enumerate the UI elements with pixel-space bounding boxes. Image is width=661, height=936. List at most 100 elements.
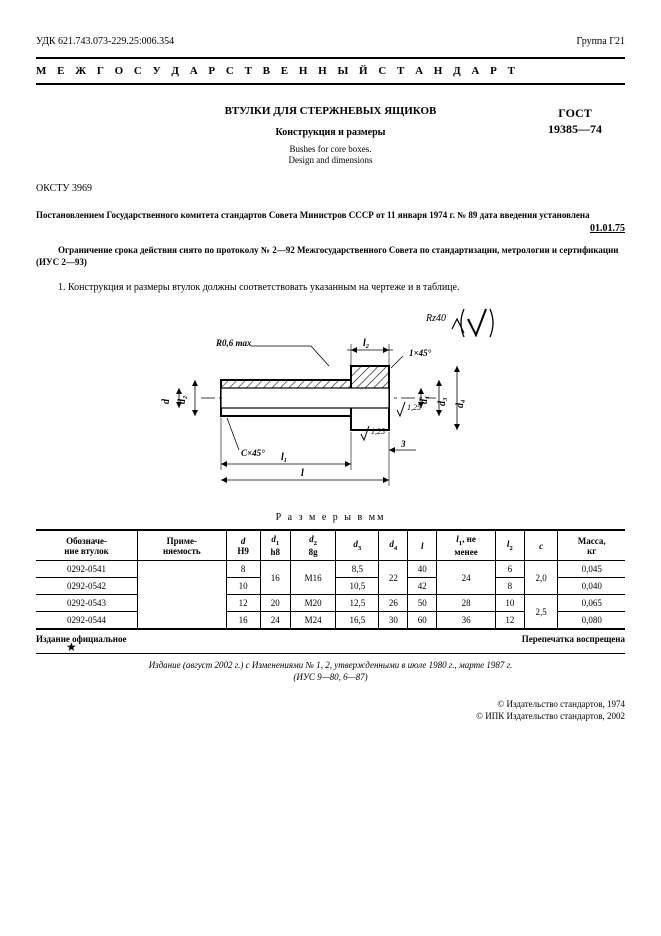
title-en-1: Bushes for core boxes.	[136, 144, 525, 155]
edition-note-line1: Издание (август 2002 г.) с Изменениями №…	[149, 660, 513, 670]
cell-c: 2,0	[524, 561, 558, 595]
dim-l2: l₂	[363, 338, 369, 349]
cell-l1: 36	[437, 612, 496, 630]
th-d4: d4	[379, 530, 408, 560]
th-d: dH9	[226, 530, 260, 560]
dim-d3: d₃	[437, 398, 448, 407]
limitation-text: Ограничение срока действия снято по прот…	[36, 244, 625, 268]
th-l1: l1, неменее	[437, 530, 496, 560]
drawing: Rz40 R0,	[36, 303, 625, 498]
cell-d3: 8,5	[336, 561, 379, 578]
cell-l: 50	[408, 595, 437, 612]
cell-d1: 16	[260, 561, 290, 595]
drawing-svg: Rz40 R0,	[151, 303, 511, 493]
title-row: ВТУЛКИ ДЛЯ СТЕРЖНЕВЫХ ЯЩИКОВ Конструкция…	[36, 105, 625, 167]
gost-box: ГОСТ 19385—74	[525, 105, 625, 137]
cell-id: 0292-0541	[36, 561, 138, 578]
ra-1: 1,25	[371, 427, 385, 436]
cell-l1: 24	[437, 561, 496, 595]
okstu: ОКСТУ 3969	[36, 183, 625, 194]
surface-finish-symbol: Rz40	[425, 309, 493, 337]
dim-l: l	[301, 468, 304, 479]
chamfer-top: 1×45°	[409, 348, 432, 358]
cell-d3: 10,5	[336, 578, 379, 595]
rz-label: Rz40	[425, 313, 446, 324]
dim-d1: d₁	[419, 396, 430, 405]
th-mass: Масса,кг	[558, 530, 625, 560]
cell-l1: 28	[437, 595, 496, 612]
cell-d2: M20	[290, 595, 336, 612]
decree-date: 01.01.75	[36, 223, 625, 234]
star-icon: ★	[66, 644, 625, 651]
cell-d1: 20	[260, 595, 290, 612]
item-1: 1. Конструкция и размеры втулок должны с…	[36, 282, 625, 293]
th-d3: d3	[336, 530, 379, 560]
banner: М Е Ж Г О С У Д А Р С Т В Е Н Н Ы Й С Т …	[36, 57, 625, 85]
cell-app	[138, 561, 226, 630]
th-l: l	[408, 530, 437, 560]
official-edition: Издание официальное	[36, 634, 126, 644]
cell-d: 16	[226, 612, 260, 630]
cell-l: 40	[408, 561, 437, 578]
no-reprint: Перепечатка воспрещена	[522, 634, 625, 644]
th-d1: d1h8	[260, 530, 290, 560]
cell-l: 42	[408, 578, 437, 595]
dim-3: 3	[400, 439, 406, 449]
cell-l: 60	[408, 612, 437, 630]
cell-d2: M24	[290, 612, 336, 630]
cell-d4: 22	[379, 561, 408, 595]
divider	[36, 653, 625, 654]
cell-d: 12	[226, 595, 260, 612]
edition-note-line2: (ИУС 9—80, 6—87)	[293, 672, 367, 682]
copyright-block: © Издательство стандартов, 1974 © ИПК Из…	[36, 698, 625, 722]
udc-code: УДК 621.743.073-229.25:006.354	[36, 36, 174, 47]
table-row: 0292-0541 8 16 M16 8,5 22 40 24 6 2,0 0,…	[36, 561, 625, 578]
cell-d4: 26	[379, 595, 408, 612]
title-sub: Конструкция и размеры	[136, 127, 525, 138]
cell-d4: 30	[379, 612, 408, 630]
table-caption: Р а з м е р ы в мм	[36, 512, 625, 523]
copyright-2: © ИПК Издательство стандартов, 2002	[36, 710, 625, 722]
th-c: c	[524, 530, 558, 560]
copyright-1: © Издательство стандартов, 1974	[36, 698, 625, 710]
table-row: 0292-0543 12 20 M20 12,5 26 50 28 10 2,5…	[36, 595, 625, 612]
cell-m: 0,045	[558, 561, 625, 578]
cell-id: 0292-0542	[36, 578, 138, 595]
chamfer-bot: C×45°	[241, 448, 265, 458]
cell-d3: 16,5	[336, 612, 379, 630]
dim-d4: d₄	[455, 400, 466, 409]
th-l2: l2	[495, 530, 524, 560]
th-d2: d28g	[290, 530, 336, 560]
cell-l2: 12	[495, 612, 524, 630]
gost-label: ГОСТ	[525, 105, 625, 121]
th-id: Обозначе-ние втулок	[36, 530, 138, 560]
cell-d: 10	[226, 578, 260, 595]
edition-row: Издание официальное Перепечатка воспреще…	[36, 634, 625, 644]
page: УДК 621.743.073-229.25:006.354 Группа Г2…	[0, 0, 661, 936]
th-app: Приме-няемость	[138, 530, 226, 560]
cell-id: 0292-0544	[36, 612, 138, 630]
group-code: Группа Г21	[577, 36, 625, 47]
header-top: УДК 621.743.073-229.25:006.354 Группа Г2…	[36, 36, 625, 47]
r06-label: R0,6 max	[215, 338, 252, 348]
cell-d: 8	[226, 561, 260, 578]
dim-d: d	[161, 398, 172, 404]
cell-m: 0,080	[558, 612, 625, 630]
table-head: Обозначе-ние втулок Приме-няемость dH9 d…	[36, 530, 625, 560]
cell-id: 0292-0543	[36, 595, 138, 612]
cell-d2: M16	[290, 561, 336, 595]
cell-l2: 6	[495, 561, 524, 578]
cell-d3: 12,5	[336, 595, 379, 612]
gost-number: 19385—74	[525, 121, 625, 137]
cell-d1: 24	[260, 612, 290, 630]
title-en: Bushes for core boxes. Design and dimens…	[136, 144, 525, 167]
cell-l2: 10	[495, 595, 524, 612]
decree-text: Постановлением Государственного комитета…	[36, 210, 625, 222]
dim-l1: l₁	[281, 452, 287, 463]
cell-m: 0,065	[558, 595, 625, 612]
cell-m: 0,040	[558, 578, 625, 595]
cell-c: 2,5	[524, 595, 558, 630]
title-en-2: Design and dimensions	[136, 155, 525, 166]
title-main: ВТУЛКИ ДЛЯ СТЕРЖНЕВЫХ ЯЩИКОВ	[136, 105, 525, 117]
edition-note: Издание (август 2002 г.) с Изменениями №…	[36, 660, 625, 683]
